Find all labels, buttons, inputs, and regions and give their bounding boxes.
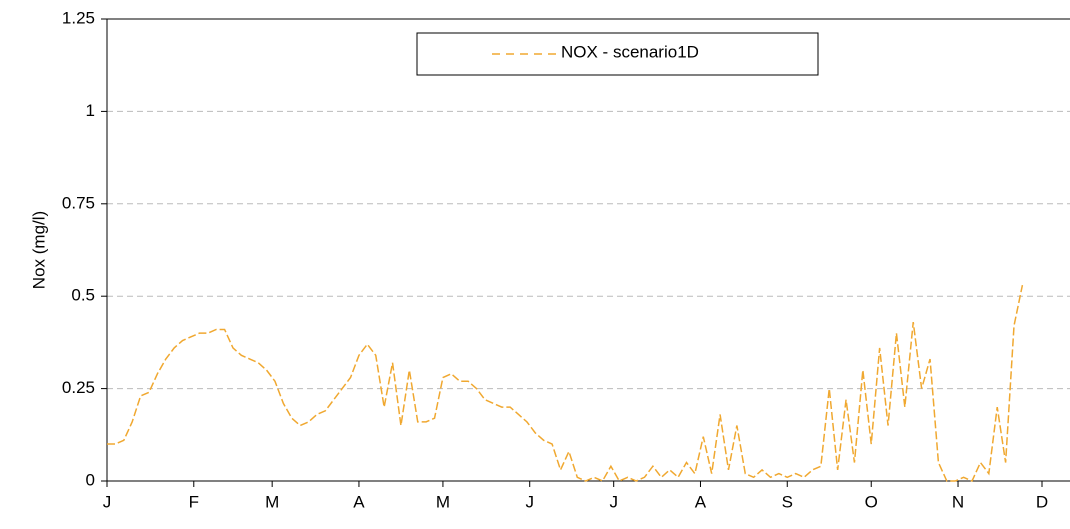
y-axis-label: Nox (mg/l) (29, 211, 48, 289)
y-tick-label: 0 (86, 470, 95, 489)
legend-label: NOX - scenario1D (561, 42, 699, 61)
x-tick-label: F (189, 492, 199, 511)
x-tick-label: A (353, 492, 365, 511)
x-tick-label: O (865, 492, 878, 511)
x-tick-label: S (782, 492, 793, 511)
x-tick-label: J (103, 492, 112, 511)
x-tick-label: A (695, 492, 707, 511)
x-tick-label: M (265, 492, 279, 511)
x-tick-label: J (609, 492, 618, 511)
y-tick-label: 0.25 (62, 378, 95, 397)
y-tick-label: 0.5 (71, 286, 95, 305)
legend-box (416, 32, 819, 76)
data-line (107, 284, 1024, 482)
y-tick-label: 0.75 (62, 193, 95, 212)
x-tick-label: D (1036, 492, 1048, 511)
y-tick-label: 1.25 (62, 8, 95, 27)
x-tick-label: N (952, 492, 964, 511)
x-tick-label: J (525, 492, 534, 511)
y-tick-label: 1 (86, 101, 95, 120)
x-tick-label: M (436, 492, 450, 511)
